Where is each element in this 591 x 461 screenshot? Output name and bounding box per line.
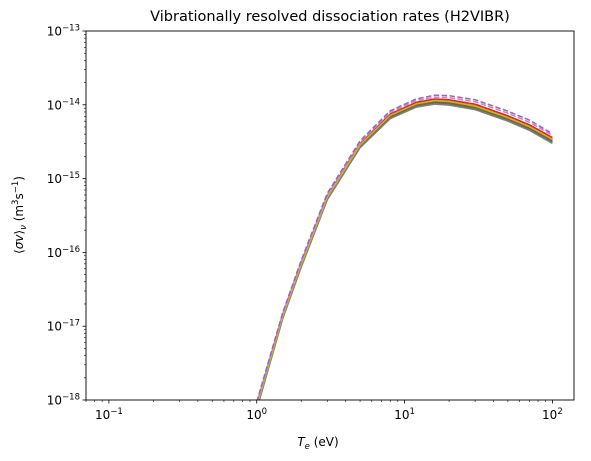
y-tick-label: 10−13 — [47, 24, 80, 39]
x-tick-label: 10−1 — [95, 407, 123, 422]
y-tick-label-base: 10 — [47, 25, 62, 39]
y-axis-title: ⟨σv⟩ν (m3s−1) — [11, 176, 29, 254]
x-tick-label-base: 10 — [246, 408, 261, 422]
series-line-7 — [257, 99, 553, 400]
y-tick-label-exp: −17 — [62, 319, 80, 329]
y-axis-title-unit-exp2: −1 — [11, 181, 21, 194]
y-axis-title-var2: v — [12, 234, 26, 242]
y-tick-label-base: 10 — [47, 246, 62, 260]
plot-frame — [85, 30, 575, 401]
y-axis-title-unit-open: (m — [12, 205, 26, 225]
series-line-8 — [256, 96, 553, 400]
y-axis-title-unit-close: ) — [12, 176, 26, 181]
x-tick-label-base: 10 — [394, 408, 409, 422]
x-tick-label-exp: 2 — [557, 407, 562, 417]
y-axis-title-var1: σ — [12, 241, 26, 249]
series-layer — [256, 94, 553, 400]
y-axis-title-sub: ν — [19, 225, 29, 230]
y-tick-label-exp: −13 — [62, 24, 80, 34]
y-tick-label-base: 10 — [47, 98, 62, 112]
x-tick-label-base: 10 — [95, 408, 110, 422]
y-tick-label: 10−14 — [47, 97, 80, 112]
x-axis-title-sub: e — [305, 442, 310, 452]
y-axis-title-close: ⟩ — [12, 230, 26, 235]
x-tick-label-base: 10 — [542, 408, 557, 422]
y-tick-label: 10−18 — [47, 393, 80, 408]
y-tick-label-exp: −16 — [62, 245, 80, 255]
y-tick-label-base: 10 — [47, 320, 62, 334]
x-tick-label: 102 — [542, 407, 563, 422]
y-tick-label-base: 10 — [47, 394, 62, 408]
y-tick-label: 10−15 — [47, 171, 80, 186]
tick-layer: 10−1 100 101 10210−1810−1710−1610−1510−1410… — [47, 24, 563, 423]
x-axis-title: Te (eV) — [297, 435, 338, 452]
y-tick-label-exp: −14 — [62, 97, 80, 107]
y-axis-title-unit-exp1: 3 — [11, 200, 21, 205]
series-line-6 — [258, 103, 553, 400]
x-axis-title-var: T — [297, 435, 306, 449]
x-tick-label: 101 — [394, 407, 415, 422]
x-tick-label-exp: −1 — [110, 407, 123, 417]
x-axis-title-unit: (eV) — [310, 435, 339, 449]
y-axis-title-unit-mid: s — [12, 193, 26, 199]
x-tick-label-exp: 0 — [262, 407, 267, 417]
y-axis-title-open: ⟨ — [12, 249, 26, 254]
y-tick-label-exp: −15 — [62, 171, 80, 181]
y-tick-label: 10−16 — [47, 245, 80, 260]
y-tick-label-exp: −18 — [62, 393, 80, 403]
series-line-9 — [256, 94, 553, 400]
x-tick-label: 100 — [246, 407, 267, 422]
y-tick-label: 10−17 — [47, 319, 80, 334]
x-tick-label-exp: 1 — [409, 407, 414, 417]
y-tick-label-base: 10 — [47, 172, 62, 186]
chart-title: Vibrationally resolved dissociation rate… — [150, 9, 510, 25]
